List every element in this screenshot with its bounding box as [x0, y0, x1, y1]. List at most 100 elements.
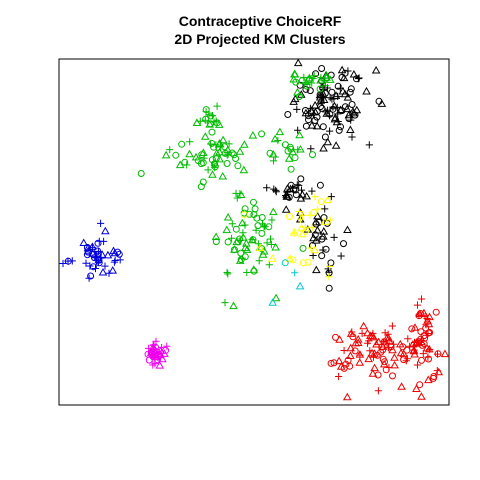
data-point [422, 321, 430, 329]
data-point [98, 267, 108, 276]
data-point [175, 160, 185, 169]
data-point [292, 78, 300, 86]
data-point [289, 256, 297, 264]
data-point [228, 234, 236, 242]
data-point [223, 151, 231, 159]
data-point [248, 130, 258, 139]
data-point [296, 144, 305, 153]
data-point [211, 232, 221, 240]
data-point [97, 250, 107, 258]
chart-title: Contraceptive ChoiceRF [179, 13, 342, 29]
data-point [274, 136, 282, 145]
data-point [346, 351, 355, 359]
data-point [316, 181, 324, 189]
data-point [323, 195, 332, 204]
data-point [331, 113, 340, 121]
data-point [318, 65, 326, 72]
data-point [302, 191, 311, 200]
data-point [363, 328, 372, 337]
data-point [291, 269, 299, 277]
data-point [425, 329, 433, 337]
data-point [214, 120, 224, 128]
data-point [223, 160, 231, 167]
data-point [266, 235, 275, 243]
data-point [147, 349, 155, 357]
data-point [312, 70, 320, 78]
data-point [269, 157, 278, 165]
data-point [395, 339, 405, 348]
data-point [270, 185, 278, 193]
data-point [423, 314, 431, 323]
data-point [145, 356, 153, 364]
data-point [322, 70, 331, 79]
data-point [241, 243, 250, 252]
data-point [330, 359, 338, 367]
data-point [282, 192, 292, 200]
data-point [68, 257, 76, 265]
data-point [426, 345, 434, 353]
data-point [413, 301, 422, 309]
data-point [368, 369, 378, 377]
data-point [115, 250, 123, 258]
data-point [267, 254, 277, 262]
data-point [108, 266, 118, 274]
data-point [321, 133, 329, 141]
data-point [381, 329, 389, 337]
data-point [298, 229, 307, 238]
data-point [358, 329, 366, 337]
data-point [286, 143, 294, 151]
data-point [234, 162, 242, 170]
data-point [422, 343, 432, 352]
data-point [105, 269, 113, 277]
data-point [332, 333, 339, 341]
data-point [296, 215, 304, 223]
data-point [232, 225, 240, 233]
data-point [349, 333, 357, 341]
data-point [334, 356, 344, 365]
data-point [325, 75, 335, 83]
data-point [337, 123, 344, 131]
data-point [204, 166, 212, 174]
data-point [185, 149, 194, 158]
data-point [238, 218, 247, 227]
data-point [178, 140, 186, 148]
data-point [319, 226, 329, 235]
data-point [321, 77, 329, 85]
data-point [94, 247, 102, 255]
data-point [194, 157, 202, 165]
data-point [208, 156, 216, 164]
data-point [318, 235, 326, 243]
data-point [305, 73, 314, 82]
data-point [418, 356, 425, 364]
data-point [230, 151, 238, 159]
data-point [321, 205, 329, 213]
data-point [334, 117, 342, 126]
data-point [379, 355, 387, 363]
data-point [307, 121, 317, 129]
data-point [363, 339, 372, 347]
data-point [103, 250, 113, 259]
data-point [300, 73, 308, 81]
data-point [338, 107, 346, 115]
data-point [294, 126, 302, 134]
data-point [191, 152, 201, 161]
data-point [148, 342, 158, 351]
data-point [223, 212, 233, 221]
data-point [353, 334, 363, 343]
data-point [346, 88, 354, 96]
data-point [284, 154, 294, 162]
data-point [397, 382, 406, 390]
data-point [213, 102, 221, 110]
data-point [199, 178, 207, 186]
data-point [311, 217, 321, 226]
data-point [343, 225, 352, 233]
data-point [297, 175, 305, 183]
data-point [346, 362, 354, 370]
data-point [420, 340, 428, 348]
data-point [302, 85, 310, 93]
data-point [213, 119, 221, 127]
data-point [317, 103, 324, 111]
data-point [212, 117, 220, 125]
data-point [307, 145, 315, 153]
data-point [261, 223, 269, 231]
